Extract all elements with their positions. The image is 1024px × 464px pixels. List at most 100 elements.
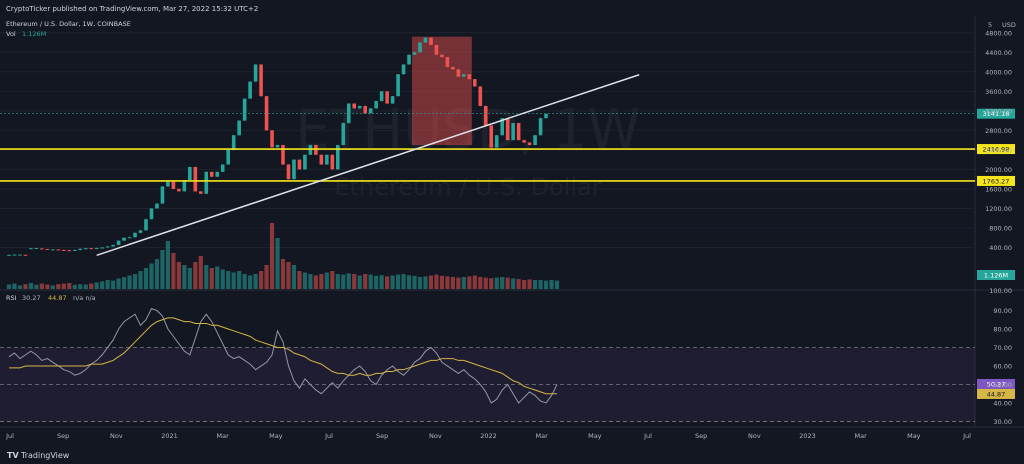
volume-bar (209, 268, 214, 289)
time-tick-label: Nov (429, 432, 442, 440)
volume-bar (461, 277, 466, 289)
candle-body (527, 142, 532, 145)
candle-body (500, 118, 504, 136)
volume-bar (549, 280, 554, 289)
volume-bar (543, 280, 549, 289)
volume-bar (286, 262, 291, 289)
candle-body (325, 154, 329, 165)
candle-body (286, 164, 291, 180)
volume-bar (23, 284, 28, 289)
rsi-value-label: 50.27 (987, 380, 1006, 388)
rsi-tick-label: 60.00 (993, 362, 1012, 370)
volume-bar (428, 275, 434, 289)
candle-body (516, 123, 521, 141)
volume-bar (275, 238, 280, 289)
footer-brand: TradingView (20, 451, 70, 460)
candle-body (138, 230, 143, 233)
highlight-zone-layer (412, 36, 472, 145)
candle-body (314, 145, 318, 155)
candle-body (231, 135, 236, 150)
volume-bar (291, 265, 297, 289)
volume-bar (127, 275, 132, 289)
candle-body (385, 91, 389, 104)
price-tick-label: 4400.00 (985, 49, 1012, 57)
candle-body (473, 79, 477, 87)
volume-bar (204, 265, 209, 289)
candle-body (511, 123, 515, 141)
candle-body (29, 248, 33, 250)
volume-bar (176, 262, 181, 289)
volume-bar (67, 283, 72, 289)
candle-body (423, 37, 428, 43)
trendline-layer (96, 74, 640, 256)
volume-bar (105, 280, 110, 289)
volume-bar (494, 277, 499, 289)
volume-bar (83, 284, 88, 289)
candle-body (226, 149, 230, 165)
volume-bar (511, 278, 516, 289)
candle-body (390, 96, 395, 104)
volume-bar (346, 273, 351, 289)
candle-body (7, 254, 11, 256)
candle-body (275, 145, 280, 148)
volume-tag-label: 1.126M (984, 272, 1008, 280)
axis-labels: 400.00 800.00 1200.00 1600.00 2000.00 2400.00… (5, 21, 1016, 440)
candle-body (489, 125, 494, 148)
time-tick-label: May (269, 432, 283, 440)
volume-bar (472, 275, 477, 289)
volume-bar (111, 280, 116, 289)
price-tick-label: 3200.00 (985, 107, 1012, 115)
volume-bar (538, 280, 543, 289)
time-tick-label: Jul (5, 432, 14, 440)
volume-bar (121, 277, 127, 289)
candle-body (451, 66, 455, 70)
volume-bar (132, 274, 138, 289)
candle-body (67, 250, 72, 252)
candle-body (182, 180, 187, 192)
candle-body (133, 232, 137, 238)
rsi-value-tag (977, 378, 1015, 389)
volume-bar (149, 263, 154, 289)
last-price-label: 3141.18 (983, 110, 1010, 118)
volume-bar (532, 280, 538, 289)
candle-body (193, 166, 198, 192)
candle-body (494, 135, 499, 148)
candle-body (144, 219, 148, 231)
volume-bar (56, 284, 61, 289)
time-tick-label: Jul (643, 432, 652, 440)
volume-bar (335, 274, 340, 289)
rsi-ma-value-label: 44.87 (987, 390, 1006, 398)
candle-body (237, 120, 241, 136)
volume-bar (154, 259, 160, 289)
price-tick-label: 400.00 (989, 244, 1012, 252)
candle-body (352, 103, 357, 109)
volume-bar (330, 271, 335, 289)
candle-body (281, 145, 285, 165)
candle-body (346, 103, 351, 124)
candle-body (127, 237, 132, 239)
support-level-tag (977, 175, 1015, 186)
price-tick-label: 4800.00 (985, 29, 1012, 37)
volume-bar (352, 274, 357, 289)
volume-bar (522, 280, 527, 289)
volume-bar (374, 275, 379, 289)
rsi-tick-label: 70.00 (993, 344, 1012, 352)
candle-body (467, 74, 472, 80)
price-tick-label: 1200.00 (985, 205, 1012, 213)
volume-bar (368, 274, 373, 289)
trendline (96, 74, 640, 256)
time-tick-label: Nov (110, 432, 123, 440)
volume-bar (143, 268, 149, 289)
candle-body (297, 159, 302, 170)
highlight-zone (412, 36, 472, 145)
watermark-ticker: ETHUSD, 1W (295, 98, 640, 161)
volume-bar (264, 265, 269, 289)
time-tick-label: Mar (855, 432, 868, 440)
candle-body (155, 203, 159, 209)
candle-body (407, 54, 411, 65)
price-tick-label: 800.00 (989, 224, 1012, 232)
rsi-ma-value-tag (977, 388, 1015, 399)
candle-body (292, 159, 296, 180)
volume-bar (445, 276, 450, 289)
volume-bar (324, 272, 329, 289)
